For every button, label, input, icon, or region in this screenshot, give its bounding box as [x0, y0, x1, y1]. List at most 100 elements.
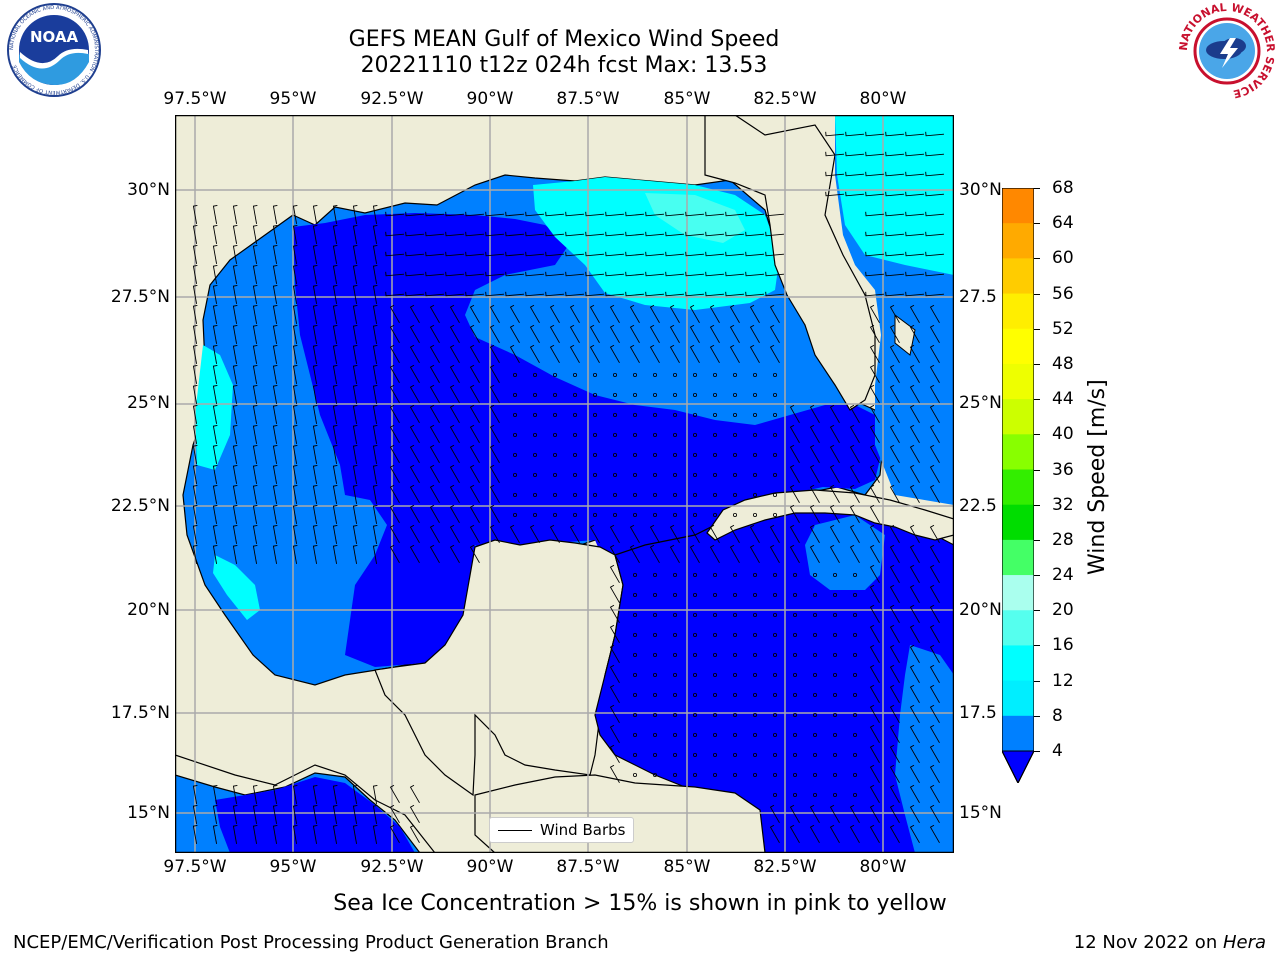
calm-wind-circle	[813, 693, 818, 698]
wind-barb	[292, 524, 298, 544]
colorbar-tick-mark	[1034, 399, 1040, 401]
wind-barb	[865, 271, 885, 277]
wind-barb	[749, 344, 760, 364]
calm-wind-circle	[693, 592, 698, 597]
wind-barb	[669, 304, 680, 324]
calm-wind-circle	[833, 773, 838, 778]
caribbean-east-patch	[895, 645, 954, 853]
colorbar-segment	[1002, 504, 1034, 541]
wind-barb	[889, 724, 900, 744]
calm-wind-circle	[672, 572, 677, 577]
wind-barb	[889, 544, 900, 564]
wind-barb	[389, 464, 400, 484]
wind-barb	[909, 824, 920, 844]
wind-barb	[789, 504, 800, 524]
wind-barb	[332, 244, 338, 264]
wind-barb	[869, 384, 880, 404]
calm-wind-circle	[713, 673, 718, 678]
calm-wind-circle	[733, 733, 738, 738]
wind-barb	[332, 504, 338, 524]
wind-barb	[252, 304, 258, 324]
wind-barb	[292, 284, 298, 304]
wind-barb	[445, 251, 465, 257]
wind-barb	[829, 404, 840, 424]
wind-barb	[449, 484, 460, 504]
wind-barb	[489, 404, 500, 424]
calm-wind-circle	[773, 773, 778, 778]
wind-barb	[685, 271, 705, 277]
wind-barb	[292, 224, 298, 244]
wind-barb	[825, 131, 845, 137]
wind-barb	[385, 251, 405, 257]
wind-barb	[469, 424, 480, 444]
lon-tick-bottom: 97.5°W	[163, 857, 227, 877]
wind-barb	[909, 564, 920, 584]
wind-barb	[789, 424, 800, 444]
wind-barb	[352, 244, 358, 264]
wind-barb	[525, 251, 545, 257]
wind-barb	[232, 264, 238, 284]
wind-barb	[232, 484, 238, 504]
calm-wind-circle	[693, 472, 698, 477]
lat-tick-left: 22.5°N	[110, 496, 170, 516]
wind-barb	[332, 824, 338, 844]
wind-barb	[272, 264, 278, 284]
wind-barb	[332, 384, 338, 404]
calm-wind-circle	[733, 753, 738, 758]
wind-barb	[869, 524, 880, 544]
wind-barb	[192, 464, 198, 484]
lat-tick-left: 30°N	[127, 180, 170, 200]
wind-barb	[352, 544, 358, 564]
calm-wind-circle	[773, 753, 778, 758]
calm-wind-circle	[672, 773, 677, 778]
wind-barb	[889, 804, 900, 824]
wind-barb	[192, 804, 198, 824]
wind-barb	[845, 151, 865, 157]
calm-wind-circle	[853, 673, 858, 678]
wind-barb	[909, 664, 920, 684]
calm-wind-circle	[512, 492, 517, 497]
calm-wind-circle	[813, 653, 818, 658]
lat-tick-right: 22.5	[959, 496, 997, 516]
calm-wind-circle	[773, 793, 778, 798]
wind-barb	[429, 324, 440, 344]
wind-barb	[449, 464, 460, 484]
lon-tick-top: 80°W	[859, 89, 907, 109]
wind-barb	[909, 584, 920, 604]
colorbar-tick-mark	[1034, 715, 1040, 717]
wind-barb	[292, 504, 298, 524]
wind-barb	[312, 784, 318, 804]
wind-barb	[409, 784, 420, 804]
wind-barb	[649, 544, 660, 564]
wind-barb	[192, 344, 198, 364]
colorbar-segment	[1002, 575, 1034, 611]
wind-barb	[529, 304, 540, 324]
calm-wind-circle	[612, 472, 617, 477]
calm-wind-circle	[833, 753, 838, 758]
calm-wind-circle	[753, 392, 758, 397]
wind-barb	[609, 584, 620, 604]
calm-wind-circle	[652, 372, 657, 377]
calm-wind-circle	[793, 673, 798, 678]
wind-barb	[545, 211, 565, 217]
calm-wind-circle	[773, 733, 778, 738]
calm-wind-circle	[713, 572, 718, 577]
wind-barb	[292, 804, 298, 824]
wind-barb	[449, 524, 460, 544]
wind-barb	[272, 364, 278, 384]
wind-barb	[389, 324, 400, 344]
wind-barb	[565, 291, 585, 297]
noaa-logo: NOAA NATIONAL OCEANIC AND ATMOSPHERIC AD…	[6, 2, 102, 98]
wind-barb	[212, 244, 218, 264]
calm-wind-circle	[713, 372, 718, 377]
calm-wind-circle	[693, 773, 698, 778]
colorbar-tick-label: 20	[1052, 600, 1074, 621]
wind-barb	[889, 324, 900, 344]
wind-barb	[809, 444, 820, 464]
wind-barb	[292, 404, 298, 424]
wind-barb	[469, 464, 480, 484]
wind-barb	[705, 291, 725, 297]
colorbar-tick-mark	[1034, 680, 1040, 682]
wind-barb	[312, 384, 318, 404]
wind-barb	[405, 231, 425, 237]
